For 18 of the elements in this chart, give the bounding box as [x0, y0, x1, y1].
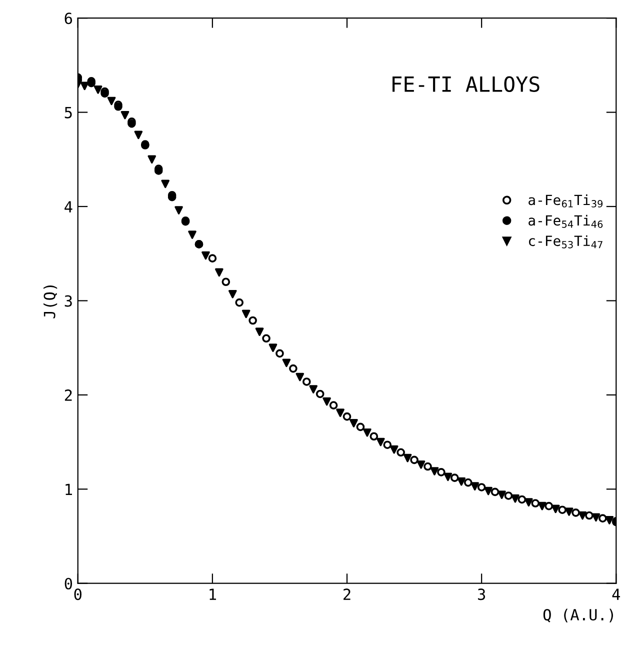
y-tick-label: 5 [64, 107, 72, 118]
x-axis-title: Q (A.U.) [543, 608, 613, 622]
y-axis-title: J(Q) [43, 285, 58, 318]
y-tick-label: 1 [66, 484, 72, 495]
x-tick-label: 3 [478, 588, 486, 600]
y-tick-label: 4 [64, 201, 72, 212]
y-tick-label: 6 [64, 12, 72, 24]
x-tick-label: 2 [344, 588, 350, 600]
y-tick-label: 2 [64, 389, 72, 401]
text: FE-TI ALLOYS [392, 76, 540, 92]
legend-label: a-Fe$_{54}$Ti$_{46}$ [528, 214, 603, 228]
y-tick-label: 3 [64, 295, 72, 307]
x-tick-label: 1 [210, 588, 216, 600]
y-tick-label: 0 [64, 578, 72, 590]
legend-label: a-Fe$_{61}$Ti$_{39}$ [528, 194, 603, 208]
x-tick-label: 0 [74, 588, 82, 600]
legend-label: c-Fe$_{53}$Ti$_{47}$ [528, 235, 602, 248]
x-tick-label: 4 [612, 588, 620, 600]
